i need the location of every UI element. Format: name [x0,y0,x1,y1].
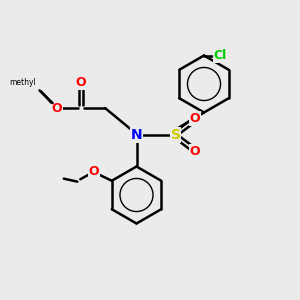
Text: O: O [52,101,62,115]
Text: N: N [131,128,142,142]
Text: Cl: Cl [214,49,227,62]
Text: O: O [88,165,99,178]
Text: O: O [190,112,200,125]
Text: O: O [76,76,86,89]
Text: O: O [190,145,200,158]
Text: S: S [170,128,181,142]
Text: methyl: methyl [9,78,36,87]
